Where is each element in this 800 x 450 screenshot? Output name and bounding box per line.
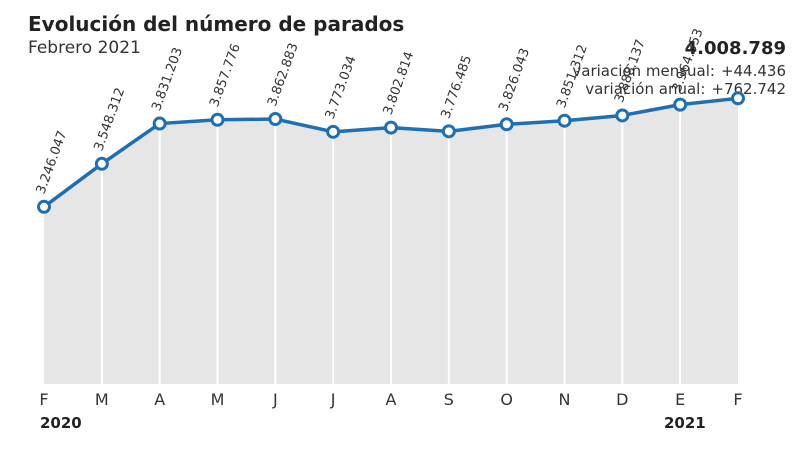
- x-tick-label: D: [616, 390, 628, 409]
- monthly-variation-value: +44.436: [720, 62, 786, 80]
- chart-subtitle: Febrero 2021: [28, 38, 141, 58]
- monthly-variation: variación mensual: +44.436: [572, 62, 786, 80]
- data-point: [731, 91, 745, 106]
- x-tick-label: M: [95, 390, 109, 409]
- data-label: 3.246.047: [34, 129, 71, 196]
- data-label: 3.826.043: [496, 46, 533, 113]
- data-point: [94, 156, 109, 171]
- x-tick-label: A: [154, 390, 165, 409]
- x-tick-label: J: [330, 390, 336, 409]
- data-point: [615, 108, 630, 123]
- annual-variation-label: variación anual:: [585, 80, 706, 98]
- data-point: [673, 97, 688, 112]
- monthly-variation-label: variación mensual:: [572, 62, 715, 80]
- data-point: [268, 112, 283, 127]
- x-tick-label: A: [386, 390, 397, 409]
- x-tick-label: F: [39, 390, 48, 409]
- data-label: 3.888.137: [612, 38, 649, 105]
- data-point: [384, 120, 398, 135]
- year-label-2020: 2020: [40, 414, 82, 432]
- data-point: [557, 113, 572, 128]
- data-label: 3.857.776: [207, 42, 244, 109]
- data-label: 3.831.203: [149, 46, 186, 113]
- x-tick-label: F: [733, 390, 742, 409]
- data-point: [441, 124, 456, 139]
- data-label: 3.802.814: [381, 50, 418, 117]
- data-label: 3.851.312: [554, 43, 591, 110]
- year-label-2021: 2021: [664, 414, 706, 432]
- data-label: 3.776.485: [438, 53, 475, 120]
- x-tick-label: O: [500, 390, 513, 409]
- x-tick-label: E: [675, 390, 685, 409]
- chart-title: Evolución del número de parados: [28, 12, 405, 36]
- latest-value: 4.008.789: [684, 38, 786, 59]
- data-point: [499, 117, 514, 132]
- data-point: [326, 124, 341, 139]
- data-label: 3.862.883: [265, 41, 302, 108]
- data-label: 3.773.034: [323, 54, 360, 121]
- x-tick-label: J: [272, 390, 278, 409]
- data-point: [37, 199, 51, 214]
- annual-variation: variación anual: +762.742: [585, 80, 786, 98]
- data-point: [152, 116, 167, 131]
- x-tick-label: S: [444, 390, 454, 409]
- data-label: 3.548.312: [91, 86, 128, 153]
- data-label: 3.964.353: [670, 27, 707, 94]
- data-point: [210, 112, 225, 127]
- x-tick-label: M: [211, 390, 225, 409]
- annual-variation-value: +762.742: [711, 80, 786, 98]
- x-tick-label: N: [559, 390, 571, 409]
